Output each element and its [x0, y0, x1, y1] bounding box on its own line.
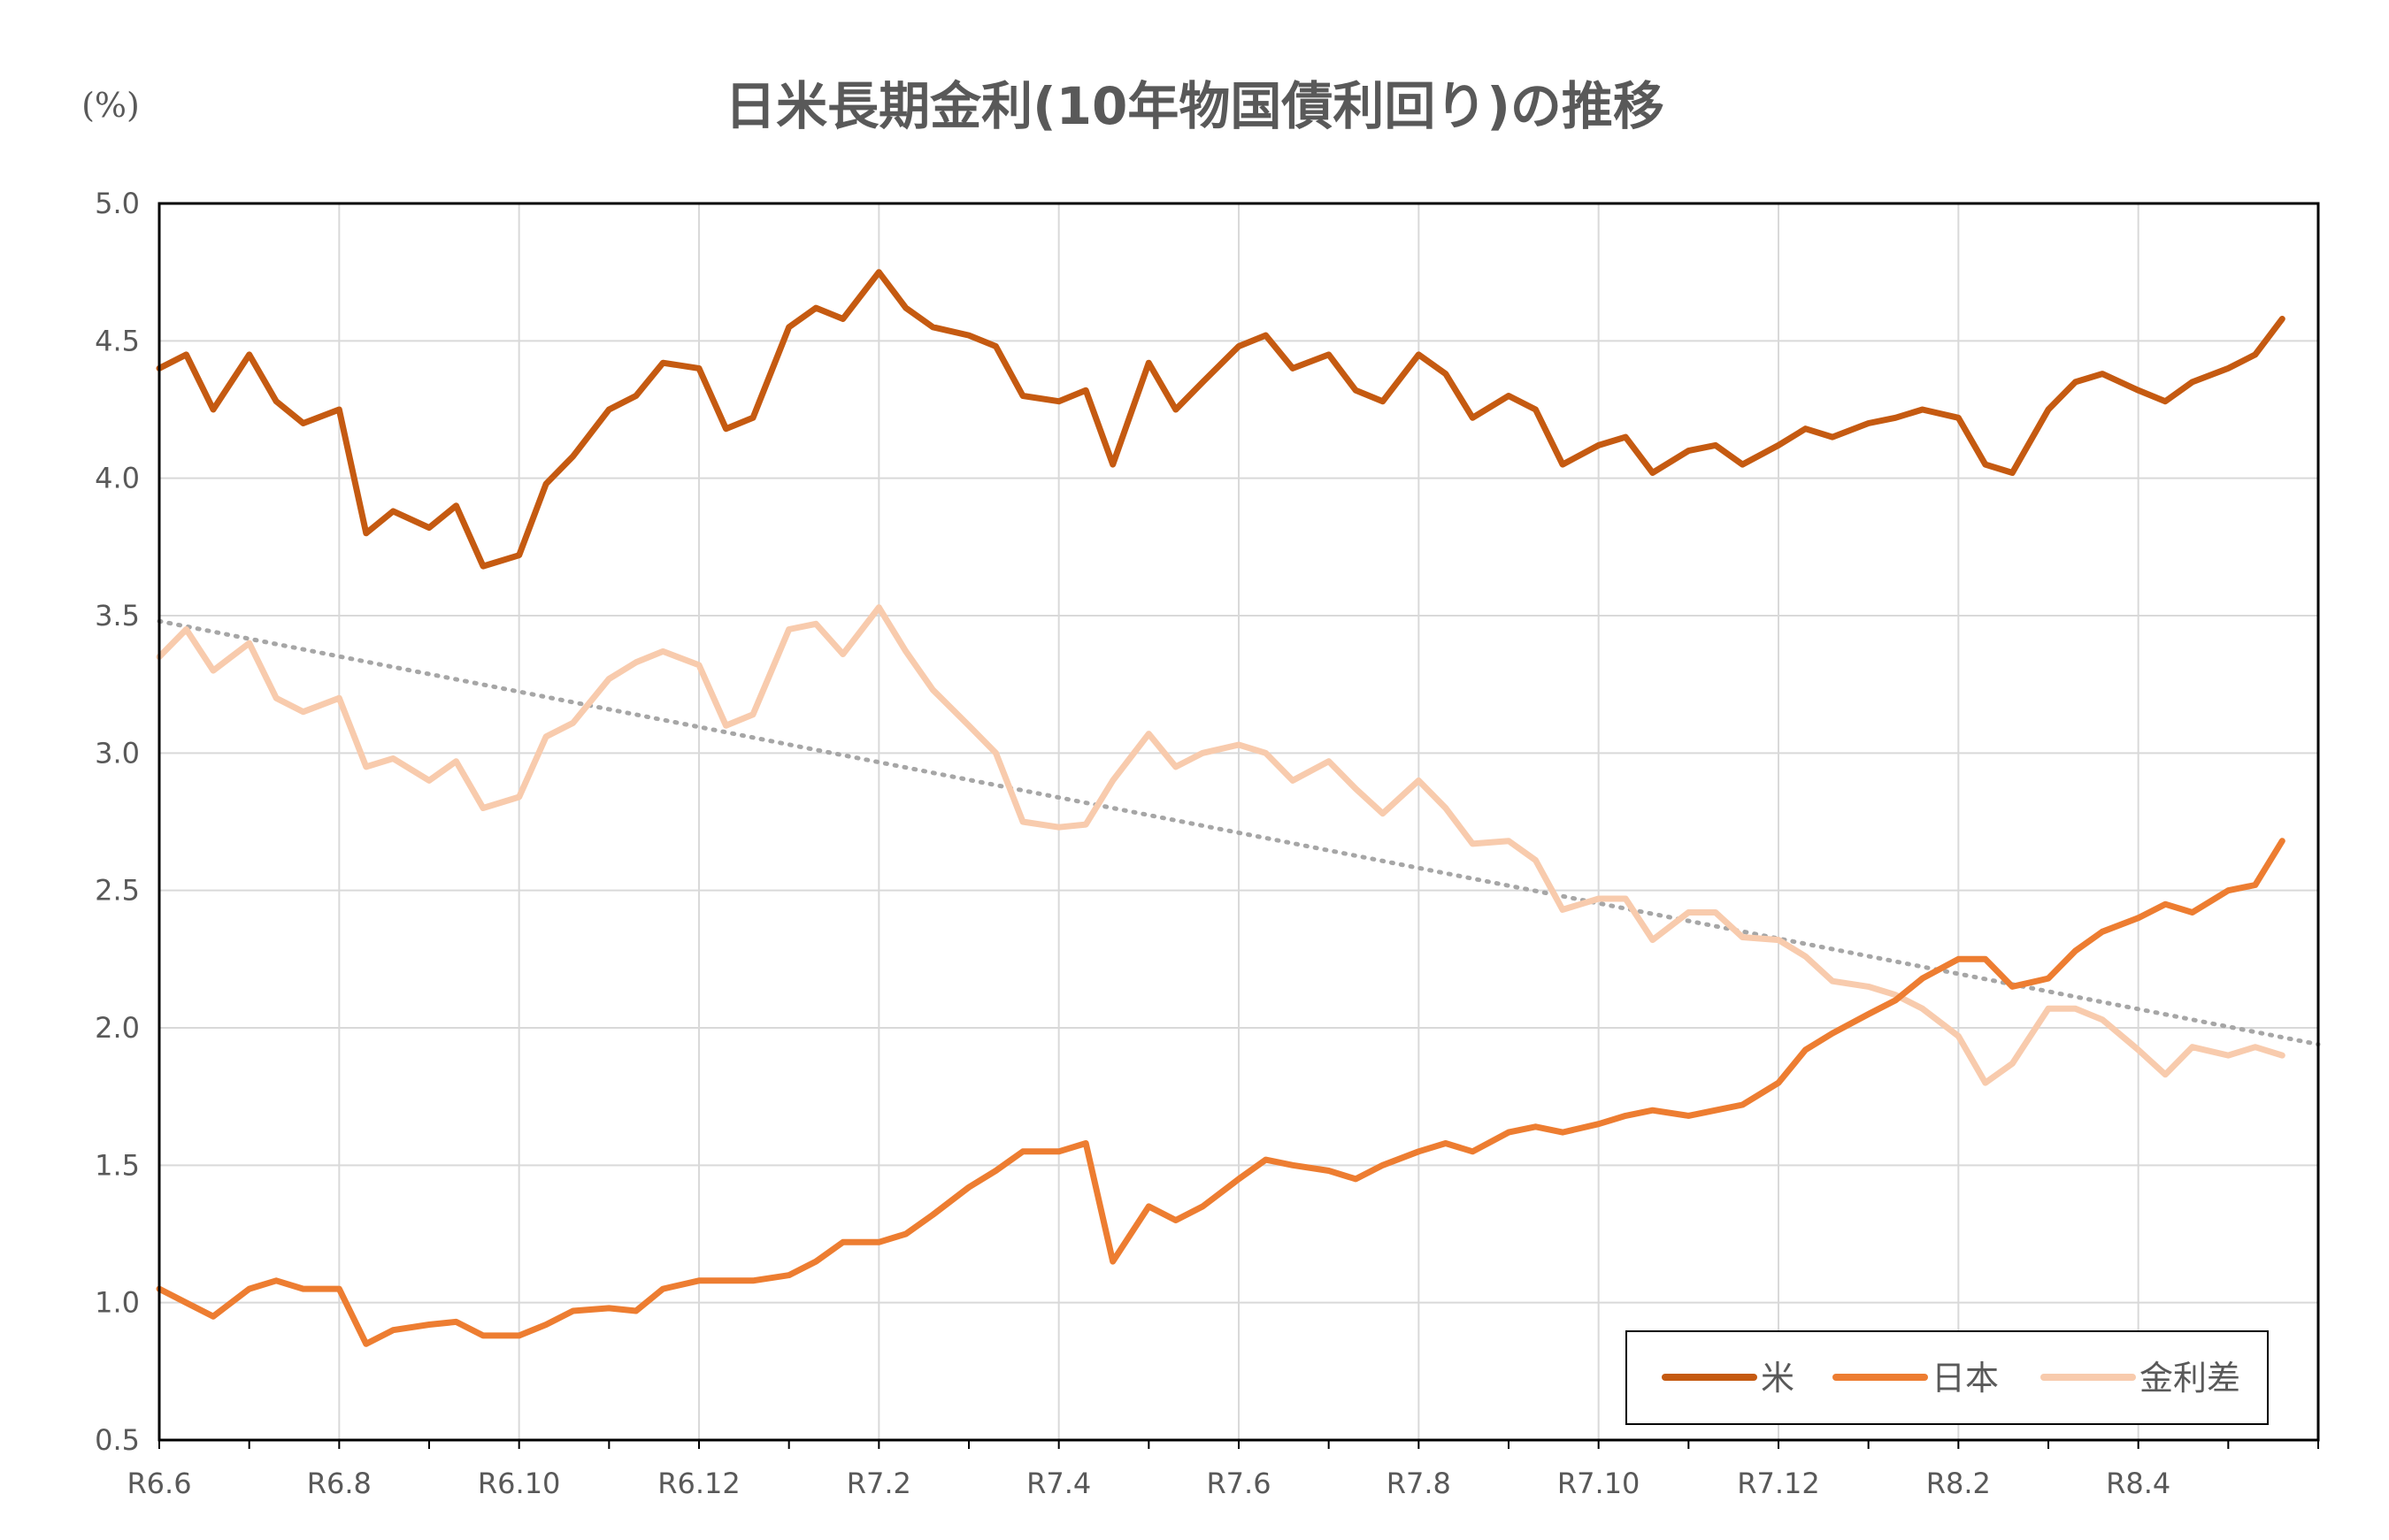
x-tick-label: R6.6: [127, 1467, 191, 1500]
legend-label-us: 米: [1761, 1359, 1794, 1398]
x-tick-label: R7.12: [1737, 1467, 1819, 1500]
y-tick-label: 3.5: [95, 599, 140, 632]
x-tick-label: R6.12: [657, 1467, 740, 1500]
y-tick-label: 1.5: [95, 1148, 140, 1182]
x-tick-label: R6.8: [307, 1467, 372, 1500]
x-tick-label: R7.8: [1387, 1467, 1451, 1500]
spread-trendline: [157, 618, 2321, 1047]
y-tick-label: 1.0: [95, 1286, 140, 1320]
x-tick-label: R8.4: [2106, 1467, 2170, 1500]
y-tick-label: 5.0: [95, 187, 140, 220]
y-tick-label: 2.0: [95, 1011, 140, 1045]
y-tick-label: 4.5: [95, 324, 140, 357]
legend-label-spread: 金利差: [2139, 1359, 2240, 1398]
legend-label-japan: 日本: [1932, 1359, 1999, 1398]
legend: 米 日本 金利差: [1625, 1330, 2269, 1425]
x-tick-label: R7.4: [1026, 1467, 1091, 1500]
x-tick-label: R7.6: [1206, 1467, 1271, 1500]
y-tick-label: 3.0: [95, 736, 140, 770]
axis-labels: 5.0 4.5 4.0 3.5 3.0 2.5 2.0 1.5 1.0 0.5 R6.6 R6.8 R6…: [95, 187, 2319, 1500]
trendline-layer: [157, 618, 2321, 1047]
series-line-us: [156, 269, 2285, 570]
chart-title: 日米長期金利(10年物国債利回り)の推移: [725, 76, 1664, 136]
series-line-spread: [156, 604, 2285, 1086]
y-tick-label: 0.5: [95, 1423, 140, 1457]
y-axis-unit: (%): [81, 86, 140, 125]
series-layer: [156, 269, 2285, 1347]
x-tick-label: R6.10: [478, 1467, 560, 1500]
x-tick-label: R7.10: [1557, 1467, 1640, 1500]
y-tick-label: 2.5: [95, 874, 140, 908]
x-tick-label: R8.2: [1926, 1467, 1991, 1500]
gridlines: [158, 203, 2318, 1441]
y-tick-label: 4.0: [95, 462, 140, 495]
series-line-japan: [156, 838, 2285, 1347]
x-tick-label: R7.2: [847, 1467, 911, 1500]
